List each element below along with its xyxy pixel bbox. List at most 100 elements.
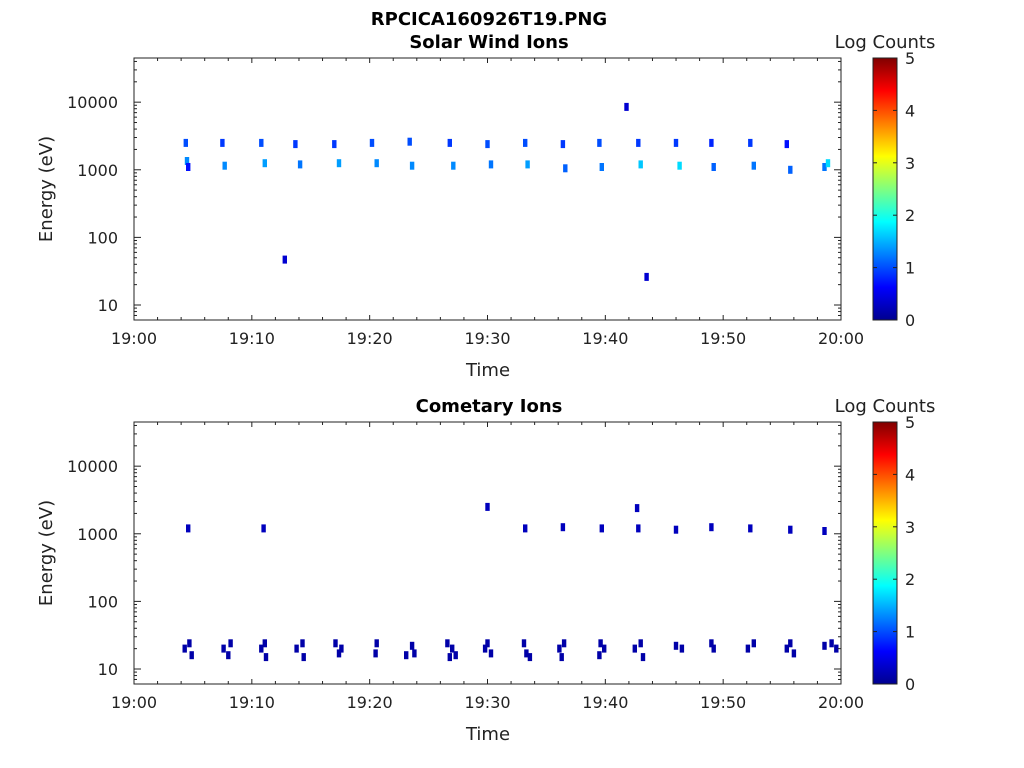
data-cell (673, 138, 679, 147)
data-cell (222, 161, 227, 170)
data-cell (597, 651, 602, 660)
data-cell (784, 140, 789, 149)
data-cell (748, 524, 753, 533)
data-cell (751, 161, 756, 170)
data-cell (597, 138, 602, 147)
data-cell (822, 163, 827, 171)
colorbar-tick-label: 5 (905, 413, 915, 432)
data-cell (632, 644, 637, 653)
x-tick-label: 19:50 (700, 693, 746, 712)
data-cell (640, 653, 646, 662)
data-cell (189, 651, 194, 660)
x-tick-label: 19:30 (464, 329, 510, 348)
cells-cometary (182, 502, 839, 662)
data-cell (563, 164, 568, 173)
data-cell (259, 138, 264, 147)
data-cell (226, 651, 231, 660)
data-cell (788, 165, 793, 174)
data-cell (711, 163, 716, 171)
colorbar-tick-label: 5 (905, 49, 915, 68)
data-cell (332, 140, 337, 149)
x-tick-label: 19:40 (582, 329, 628, 348)
data-cell (634, 504, 640, 513)
data-cell (524, 649, 529, 658)
y-tick-label: 1000 (77, 525, 118, 544)
data-cell (336, 159, 342, 168)
data-cell (825, 159, 831, 168)
colorbar-tick-label: 4 (905, 465, 915, 484)
data-cell (636, 524, 641, 533)
data-cell (748, 138, 753, 147)
data-cell (521, 639, 527, 648)
x-tick-label: 19:10 (229, 693, 275, 712)
x-tick-label: 19:20 (347, 693, 393, 712)
data-cell (638, 160, 643, 169)
data-cell (447, 653, 452, 662)
data-cell (374, 639, 379, 648)
data-cell (598, 639, 603, 648)
data-cell (336, 649, 342, 658)
colorbar-tick-label: 1 (905, 623, 915, 642)
data-cell (333, 639, 338, 648)
data-cell (186, 163, 191, 171)
panel-title-solar-wind: Solar Wind Ions (409, 32, 568, 53)
data-cell (788, 639, 793, 648)
panel-title-cometary: Cometary Ions (416, 396, 563, 417)
data-cell (228, 639, 233, 648)
colorbar-tick-label: 0 (905, 311, 915, 330)
data-cell (784, 644, 789, 653)
panel-solar-wind: Solar Wind Ions 19:00 19:10 19:20 19:30 19:4… (36, 32, 935, 381)
data-cell (488, 160, 494, 169)
data-cell (822, 641, 827, 650)
data-cell (602, 644, 607, 653)
data-cell (636, 138, 641, 147)
data-cell (560, 140, 566, 149)
x-tick-label: 19:00 (111, 329, 157, 348)
data-cell (184, 157, 190, 165)
data-cell (745, 644, 751, 653)
data-cell (673, 641, 679, 650)
data-cell (186, 524, 191, 533)
colorbar-tick-label: 1 (905, 259, 915, 278)
data-cell (339, 644, 344, 653)
colorbar-ticks-solar-wind: 0 1 2 3 4 5 (873, 49, 915, 330)
data-cell (599, 163, 604, 171)
data-cell (373, 649, 378, 658)
data-cell (374, 159, 379, 168)
x-tick-label: 19:50 (700, 329, 746, 348)
y-axis-label-cometary: Energy (eV) (36, 500, 57, 606)
colorbar-tick-label: 2 (905, 206, 915, 225)
data-cell (822, 527, 827, 535)
data-cell (261, 524, 266, 533)
data-cell (788, 525, 793, 534)
data-cell (711, 644, 716, 653)
colorbar-tick-label: 2 (905, 570, 915, 589)
data-cell (624, 102, 629, 111)
cells-solar-wind (183, 102, 831, 281)
data-cell (791, 649, 797, 658)
colorbar-cometary (872, 421, 898, 685)
data-cell (262, 159, 267, 168)
x-tick-label: 20:00 (818, 329, 864, 348)
data-cell (297, 160, 303, 169)
data-cell (523, 524, 528, 533)
y-tick-label: 10 (98, 660, 118, 679)
x-tick-label: 19:00 (111, 693, 157, 712)
data-cell (220, 138, 225, 147)
data-cell (523, 138, 528, 147)
data-cell (560, 523, 566, 532)
colorbar-ticks-cometary: 0 1 2 3 4 5 (873, 413, 915, 694)
y-tick-label: 10 (98, 296, 118, 315)
data-cell (300, 639, 305, 648)
colorbar-label-solar-wind: Log Counts (835, 32, 936, 53)
x-axis-label-solar-wind: Time (465, 360, 510, 381)
data-cell (445, 639, 450, 648)
x-tick-label: 19:30 (464, 693, 510, 712)
colorbar-tick-label: 3 (905, 518, 915, 537)
data-cell (488, 649, 494, 658)
data-cell (557, 644, 562, 653)
figure-title: RPCICA160926T19.PNG (371, 9, 607, 30)
data-cell (834, 644, 839, 653)
data-cell (709, 138, 714, 147)
